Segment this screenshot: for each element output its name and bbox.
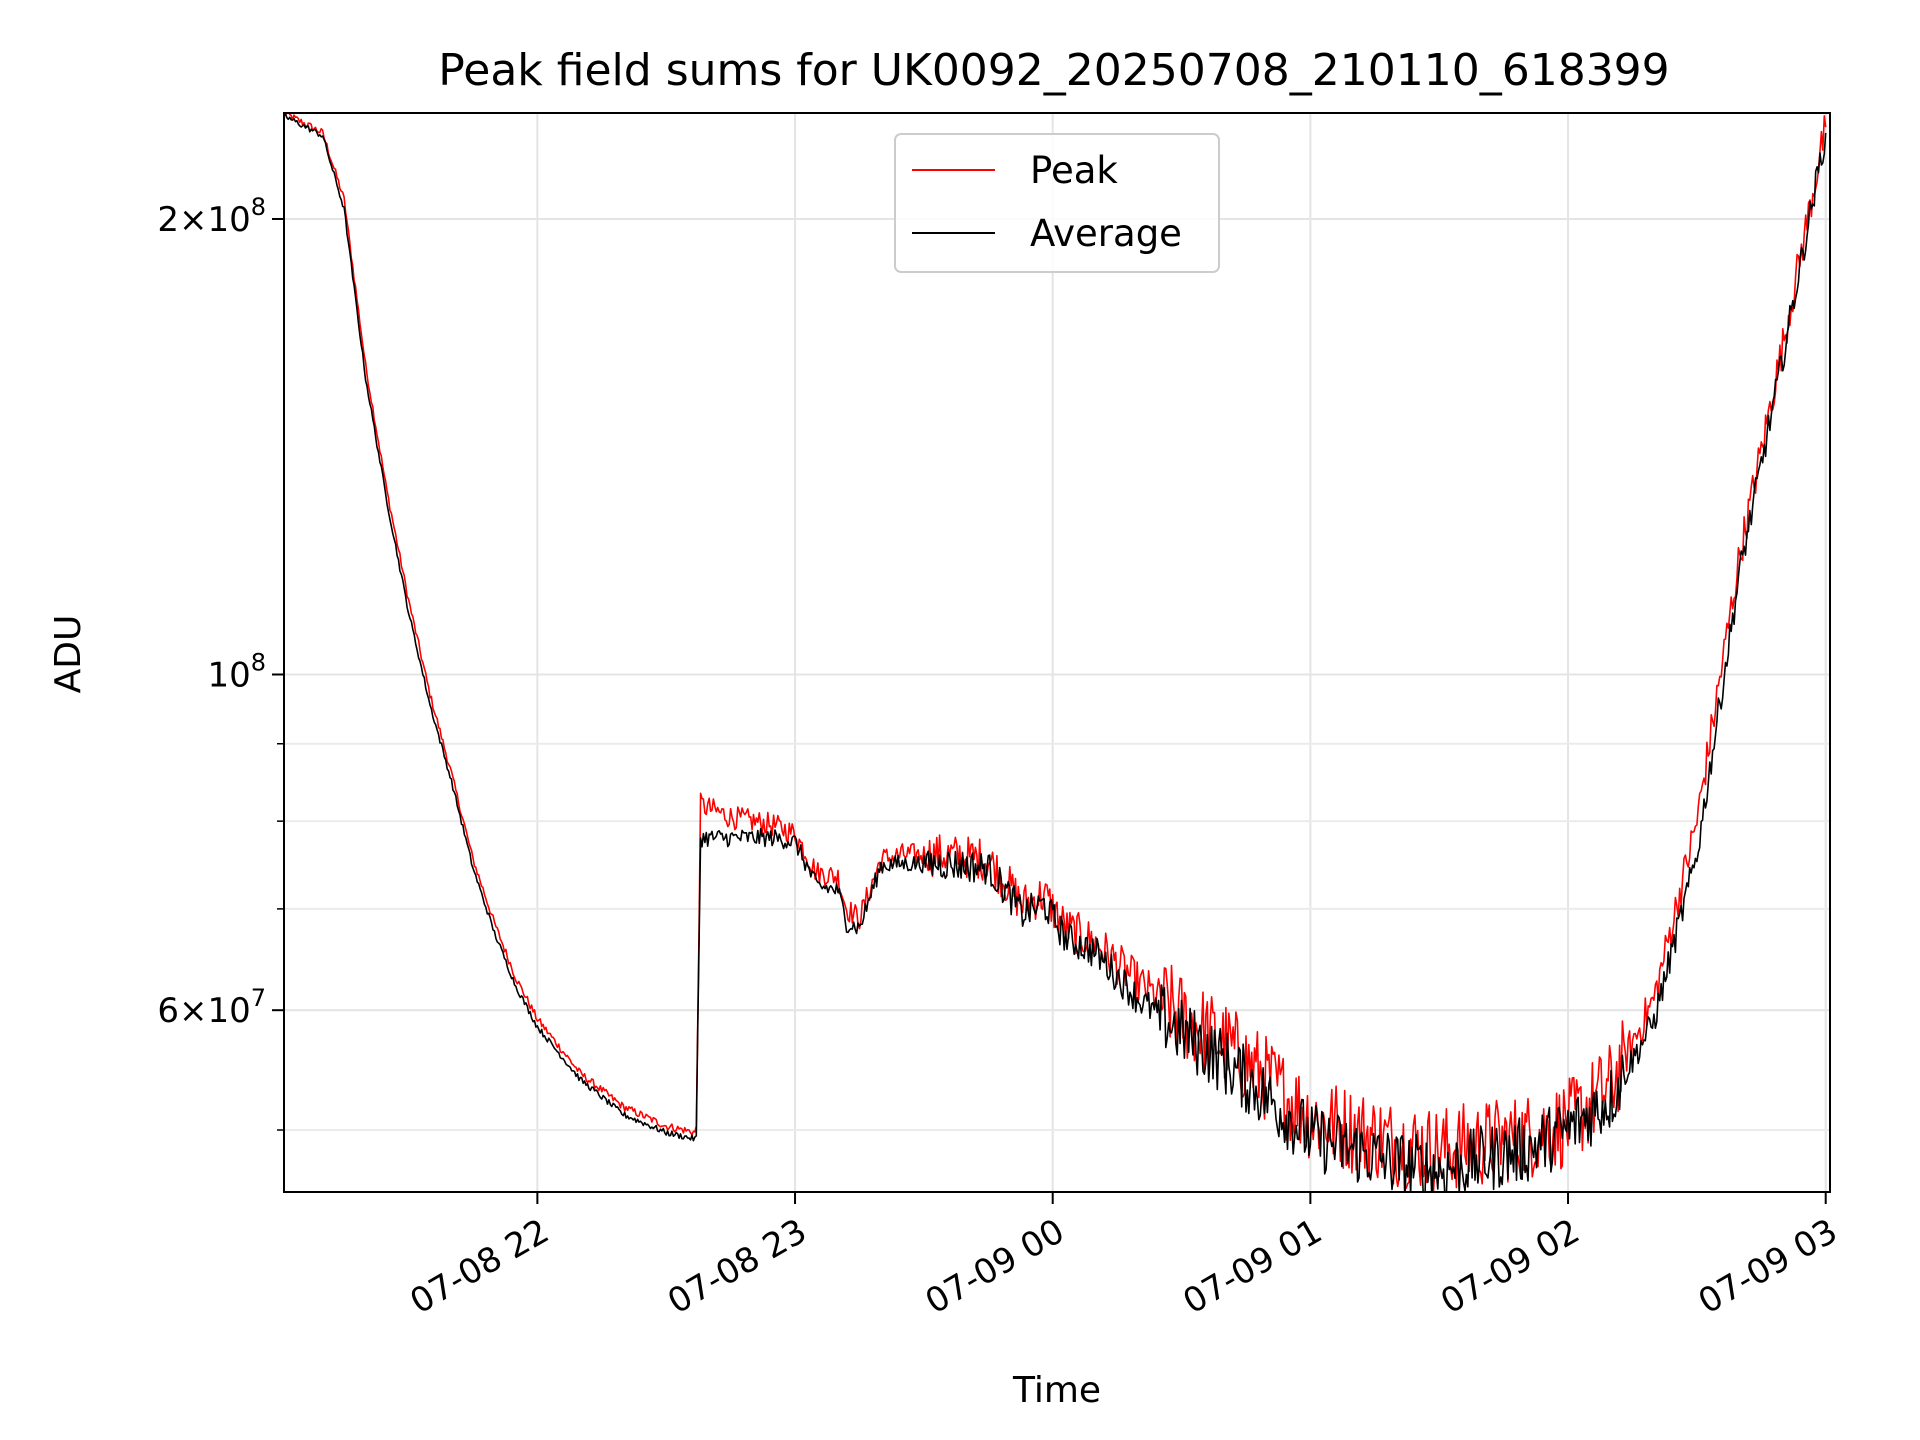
series-line-average [284,113,1827,1192]
legend: Peak Average [894,133,1220,273]
y-axis: 2×108 108 6×107 [157,193,284,1131]
series-layer [284,113,1827,1192]
legend-box [894,133,1220,273]
y-axis-label: ADU [48,615,89,694]
legend-label-peak: Peak [1030,149,1118,192]
y-tick-label: 6×107 [157,984,266,1031]
y-tick-label: 2×108 [157,193,266,240]
chart-title: Peak field sums for UK0092_20250708_2101… [438,45,1669,96]
y-tick-label: 108 [207,649,266,696]
plot-frame [283,112,1831,1193]
legend-label-average: Average [1030,212,1182,255]
x-axis-label: Time [1012,1370,1101,1411]
